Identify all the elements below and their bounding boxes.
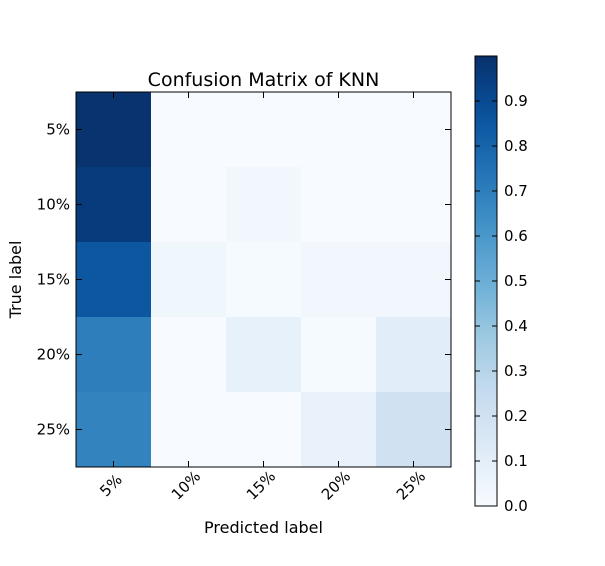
colorbar-tick-label: 0.5 [504, 272, 528, 290]
heatmap-cell [151, 317, 227, 393]
colorbar-tick-label: 0.2 [504, 407, 528, 425]
chart-title: Confusion Matrix of KNN [148, 69, 380, 91]
heatmap-cell [226, 242, 302, 318]
y-tick-label: 5% [46, 121, 70, 139]
x-tick-label: 15% [243, 467, 279, 503]
heatmap-cell [151, 167, 227, 243]
heatmap-cell [226, 317, 302, 393]
heatmap-cell [301, 92, 377, 168]
heatmap-cell [151, 92, 227, 168]
heatmap-cell [76, 167, 152, 243]
colorbar-ticks: 0.0 0.1 0.2 0.3 0.4 0.5 0.6 0.7 0.8 0.9 [475, 92, 528, 515]
y-tick-label: 15% [37, 271, 70, 289]
colorbar-tick-label: 0.1 [504, 452, 528, 470]
heatmap-cell [376, 167, 452, 243]
heatmap-cell [376, 317, 452, 393]
colorbar-tick-label: 0.8 [504, 137, 528, 155]
heatmap-cell [151, 392, 227, 468]
colorbar-tick-label: 0.6 [504, 227, 528, 245]
heatmap-cell [376, 242, 452, 318]
x-tick-label: 10% [168, 467, 204, 503]
heatmap-cell [76, 317, 152, 393]
y-axis-label: True label [6, 241, 25, 320]
heatmap-cell [301, 392, 377, 468]
x-axis-label: Predicted label [204, 518, 323, 537]
heatmap-cell [376, 392, 452, 468]
heatmap-cell [151, 242, 227, 318]
heatmap-cell [226, 92, 302, 168]
colorbar-tick-label: 0.9 [504, 92, 528, 110]
heatmap-cell [376, 92, 452, 168]
colorbar: 0.0 0.1 0.2 0.3 0.4 0.5 0.6 0.7 0.8 0.9 [474, 55, 528, 515]
heatmap-cell [301, 167, 377, 243]
heatmap-cell [76, 242, 152, 318]
colorbar-tick-label: 0.3 [504, 362, 528, 380]
y-axis-ticks: 5% 10% 15% 20% 25% [37, 121, 451, 439]
x-tick-label: 20% [318, 467, 354, 503]
colorbar-tick-label: 0.0 [504, 497, 528, 515]
heatmap-cells [76, 92, 452, 468]
heatmap-cell [301, 242, 377, 318]
y-tick-label: 25% [37, 421, 70, 439]
heatmap-cell [226, 392, 302, 468]
y-tick-label: 20% [37, 346, 70, 364]
colorbar-tick-label: 0.7 [504, 182, 528, 200]
heatmap-cell [226, 167, 302, 243]
heatmap-cell [301, 317, 377, 393]
x-tick-label: 25% [393, 467, 429, 503]
x-tick-label: 5% [96, 471, 126, 501]
heatmap-cell [76, 392, 152, 468]
y-tick-label: 10% [37, 196, 70, 214]
heatmap-cell [76, 92, 152, 168]
colorbar-tick-label: 0.4 [504, 317, 528, 335]
